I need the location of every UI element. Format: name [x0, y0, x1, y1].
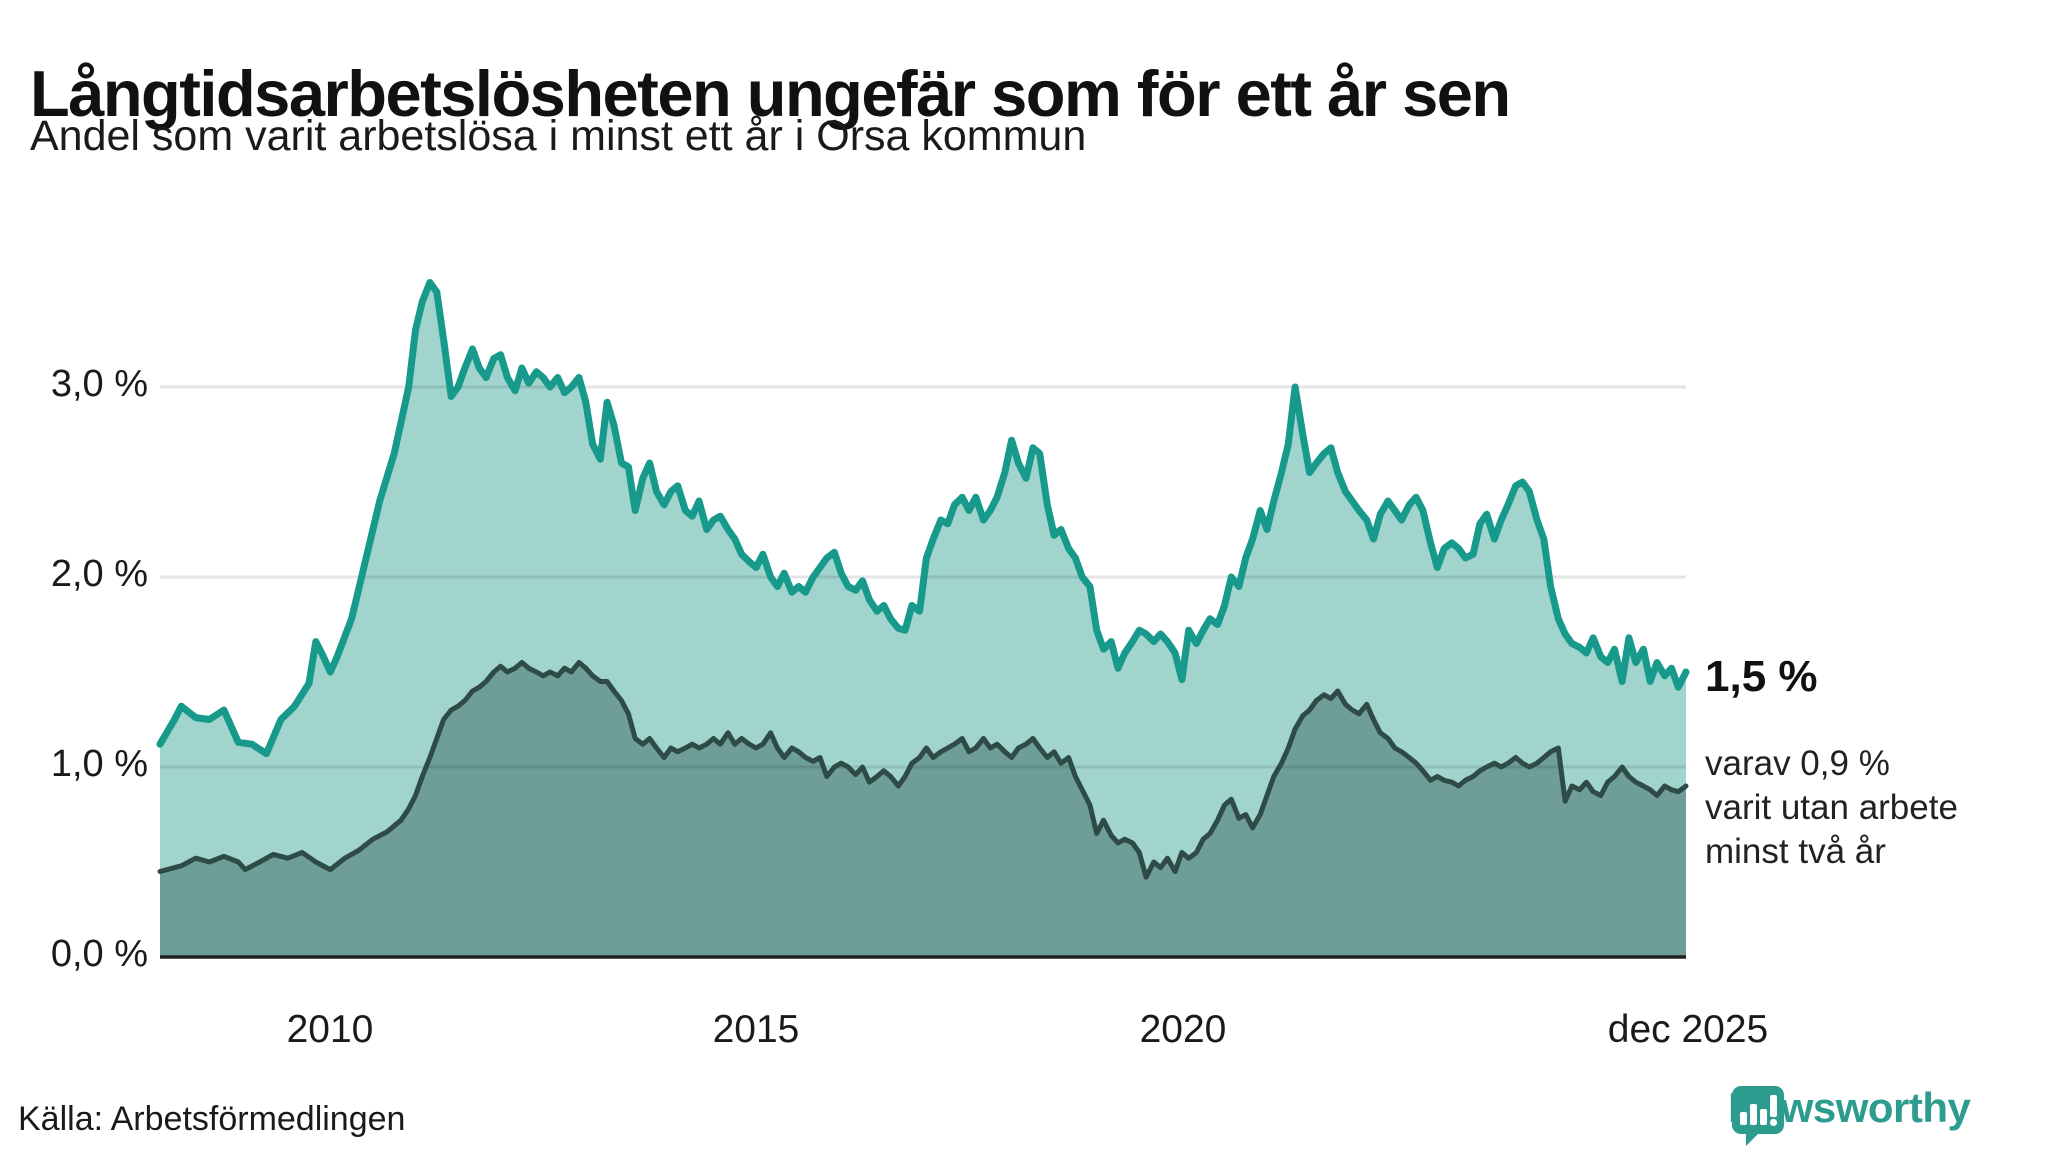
x-axis-tick-2010: 2010 [286, 1008, 374, 1051]
end-note-line-3: minst två år [1705, 832, 1886, 871]
x-axis-tick-dec-2025: dec 2025 [1607, 1008, 1769, 1051]
x-axis-tick-2015: 2015 [712, 1008, 800, 1051]
newsworthy-logo: Newsworthy [1728, 1084, 1971, 1146]
y-axis-tick-1: 1,0 % [50, 743, 148, 785]
y-axis-tick-3: 3,0 % [50, 363, 148, 405]
x-axis-tick-2020: 2020 [1139, 1008, 1227, 1051]
end-note: varav 0,9 % varit utan arbete minst två … [1705, 742, 1958, 874]
chart-subtitle: Andel som varit arbetslösa i minst ett å… [30, 112, 1087, 160]
newsworthy-bubble-chart-icon [1732, 1086, 1784, 1146]
end-value-label: 1,5 % [1705, 652, 1818, 701]
page-title: Långtidsarbetslösheten ungefär som för e… [30, 56, 1511, 130]
y-axis-tick-2: 2,0 % [50, 553, 148, 595]
source-credit: Källa: Arbetsförmedlingen [18, 1100, 406, 1138]
end-note-line-2: varit utan arbete [1705, 788, 1958, 827]
series-area-two-years [160, 662, 1686, 957]
y-axis-tick-0: 0,0 % [50, 933, 148, 975]
series-line-two-years [157, 660, 1689, 880]
series-line-one-year [156, 279, 1690, 758]
end-note-line-1: varav 0,9 % [1705, 744, 1890, 783]
